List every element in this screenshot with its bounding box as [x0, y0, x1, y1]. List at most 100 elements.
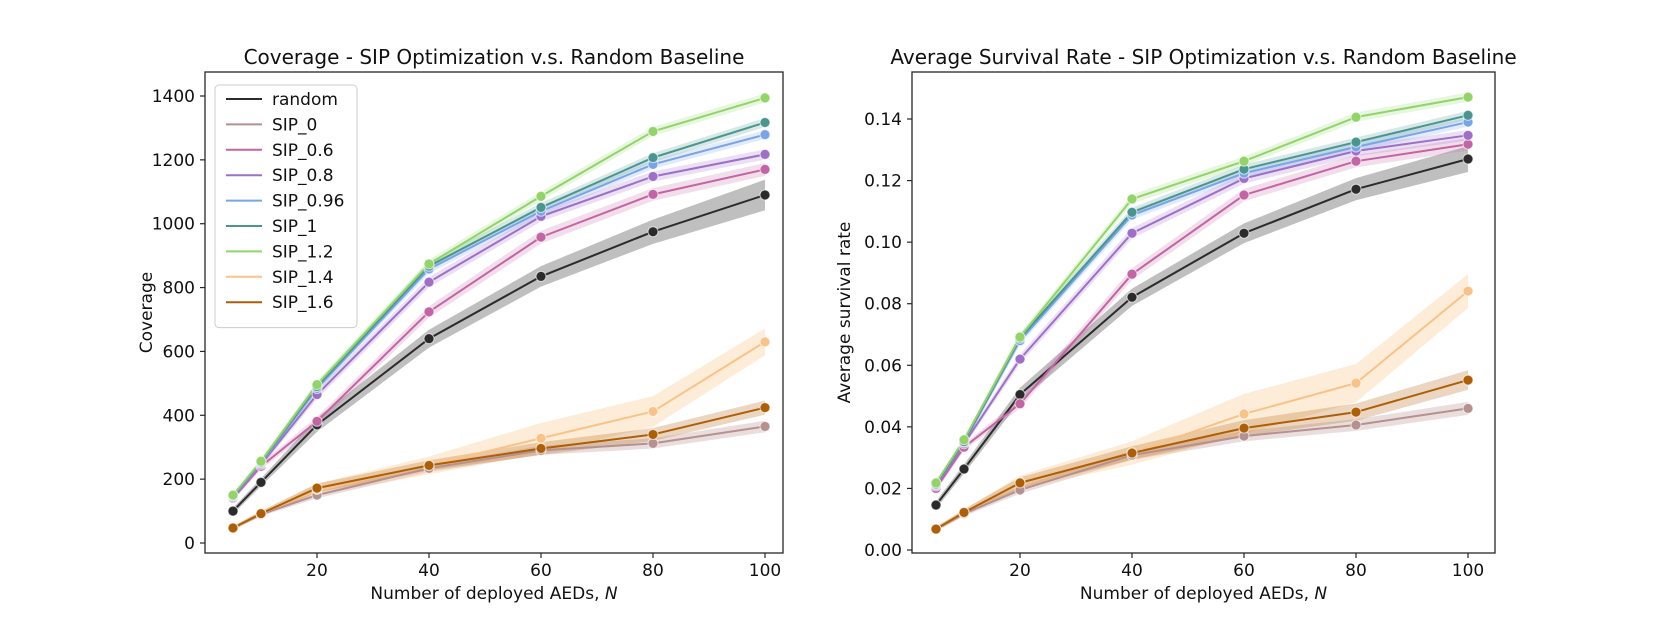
- legend-entry-SIP_0: SIP_0: [226, 115, 317, 135]
- legend-label: SIP_0: [272, 115, 317, 135]
- data-point-random: [1462, 153, 1474, 165]
- data-point-SIP_1.6: [759, 402, 771, 414]
- data-point-SIP_0: [1350, 419, 1362, 431]
- data-point-random: [930, 499, 942, 511]
- x-tick-label: 20: [1009, 561, 1031, 581]
- data-point-random: [1014, 389, 1026, 401]
- coverage-chart: 20 40 60 80 1000200400600800100012001400Cove…: [137, 45, 784, 604]
- data-point-SIP_0.6: [311, 415, 323, 427]
- data-point-SIP_1: [1126, 206, 1138, 218]
- legend-label: SIP_1.4: [272, 268, 334, 288]
- confidence-band-SIP_0: [936, 401, 1468, 531]
- confidence-band-random: [936, 146, 1468, 509]
- data-point-SIP_1.6: [1126, 447, 1138, 459]
- legend-label: SIP_1.6: [272, 293, 334, 313]
- y-axis-label: Coverage: [137, 272, 157, 353]
- plot-frame: [911, 71, 1496, 554]
- data-point-SIP_0: [1462, 402, 1474, 414]
- y-axis-label: Average survival rate: [835, 222, 855, 404]
- data-point-SIP_1.4: [1350, 377, 1362, 389]
- data-point-SIP_1.4: [1462, 285, 1474, 297]
- data-point-SIP_0.8: [647, 170, 659, 182]
- data-point-random: [255, 476, 267, 488]
- data-point-SIP_1.6: [227, 522, 239, 534]
- y-tick-label: 1400: [152, 87, 195, 107]
- x-axis-label: Number of deployed AEDs, N: [370, 584, 618, 604]
- data-point-random: [423, 333, 435, 345]
- y-tick-label: 0.00: [864, 541, 902, 561]
- legend: random SIP_0 SIP_0.6 SIP_0.8 SIP_0.96 SIP_1 SI…: [214, 84, 358, 329]
- x-tick-label: 100: [749, 561, 781, 581]
- data-point-SIP_1.2: [930, 477, 942, 489]
- data-point-SIP_1.2: [227, 489, 239, 501]
- y-tick-label: 0.02: [864, 479, 902, 499]
- data-point-SIP_1.2: [1350, 111, 1362, 123]
- data-point-SIP_1.2: [311, 379, 323, 391]
- data-point-SIP_1.2: [759, 92, 771, 104]
- y-tick-label: 400: [163, 406, 195, 426]
- data-point-SIP_1.2: [535, 190, 547, 202]
- y-tick-label: 0.08: [864, 295, 902, 315]
- data-point-SIP_0.96: [759, 129, 771, 141]
- confidence-band-SIP_1.6: [936, 370, 1468, 532]
- data-point-SIP_0.6: [1238, 189, 1250, 201]
- data-point-SIP_1: [1462, 109, 1474, 121]
- chart-title: Average Survival Rate - SIP Optimization…: [890, 45, 1516, 69]
- data-point-SIP_1.2: [647, 125, 659, 137]
- x-tick-label: 60: [530, 561, 552, 581]
- legend-entry-SIP_1.6: SIP_1.6: [226, 293, 334, 313]
- y-tick-label: 0.10: [864, 233, 902, 253]
- data-point-SIP_1.4: [535, 432, 547, 444]
- x-tick-label: 100: [1452, 561, 1484, 581]
- legend-entry-random: random: [226, 90, 338, 110]
- data-point-SIP_0.8: [1462, 129, 1474, 141]
- x-tick-label: 60: [1233, 561, 1255, 581]
- data-point-SIP_1.6: [535, 442, 547, 454]
- confidence-band-SIP_1.2: [936, 92, 1468, 486]
- data-point-random: [647, 226, 659, 238]
- data-point-random: [1350, 183, 1362, 195]
- plot-frame: [204, 71, 784, 554]
- x-axis-label-variable: N: [605, 584, 618, 604]
- data-point-SIP_1.6: [311, 482, 323, 494]
- data-point-SIP_1: [535, 201, 547, 213]
- data-point-SIP_1.4: [759, 336, 771, 348]
- legend-entry-SIP_0.6: SIP_0.6: [226, 141, 334, 161]
- legend-label: SIP_1.2: [272, 242, 334, 262]
- x-tick-label: 20: [306, 561, 328, 581]
- data-point-SIP_1.2: [1014, 331, 1026, 343]
- data-point-SIP_1.6: [1350, 406, 1362, 418]
- confidence-band-SIP_1.6: [233, 400, 765, 530]
- data-point-SIP_1.6: [1462, 374, 1474, 386]
- data-point-SIP_1: [1350, 136, 1362, 148]
- data-point-SIP_1.6: [255, 508, 267, 520]
- legend-box: [214, 84, 358, 329]
- data-point-SIP_0: [759, 420, 771, 432]
- confidence-band-SIP_0.96: [936, 117, 1468, 487]
- chart-title: Coverage - SIP Optimization v.s. Random …: [244, 45, 745, 69]
- survival-chart: 20 40 60 80 100 0.00 0.02 0.04 0.06 0.08 0.10 0.12 0…: [835, 45, 1517, 604]
- data-point-random: [958, 463, 970, 475]
- data-point-SIP_1.4: [647, 405, 659, 417]
- legend-entry-SIP_0.8: SIP_0.8: [226, 166, 334, 186]
- y-tick-label: 200: [163, 470, 195, 490]
- x-tick-label: 40: [1121, 561, 1143, 581]
- data-point-SIP_1.4: [1238, 408, 1250, 420]
- x-axis-label-text: Number of deployed AEDs,: [1080, 584, 1315, 604]
- data-point-SIP_0.6: [647, 188, 659, 200]
- data-point-SIP_1.2: [1462, 91, 1474, 103]
- data-point-SIP_0.6: [1126, 268, 1138, 280]
- data-point-SIP_1.6: [958, 506, 970, 518]
- legend-label: SIP_0.6: [272, 141, 334, 161]
- x-axis-label-variable: N: [1314, 584, 1327, 604]
- data-point-SIP_1.6: [1014, 477, 1026, 489]
- data-point-random: [1126, 291, 1138, 303]
- plot-area: [227, 92, 771, 534]
- y-tick-label: 0.06: [864, 356, 902, 376]
- data-point-random: [1238, 227, 1250, 239]
- data-point-SIP_1.6: [423, 459, 435, 471]
- x-tick-label: 40: [418, 561, 440, 581]
- data-point-SIP_1.2: [958, 434, 970, 446]
